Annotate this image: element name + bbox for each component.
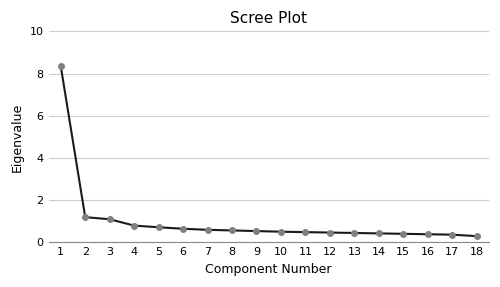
Y-axis label: Eigenvalue: Eigenvalue xyxy=(11,102,24,172)
Title: Scree Plot: Scree Plot xyxy=(230,11,307,26)
X-axis label: Component Number: Component Number xyxy=(206,263,332,276)
